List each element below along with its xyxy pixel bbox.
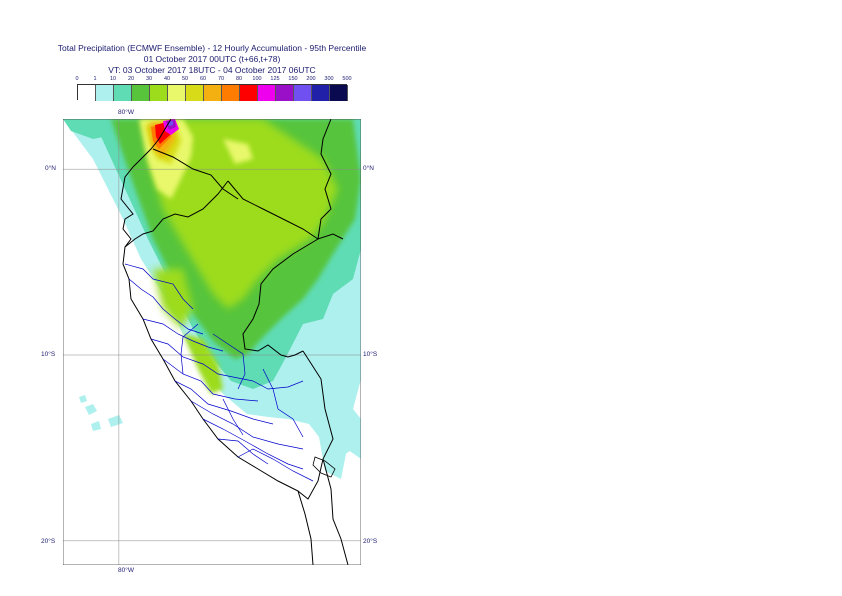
lat-label-10s-right: 10°S <box>363 351 378 358</box>
colorbar-swatch <box>186 85 204 101</box>
colorbar-tick-label: 80 <box>235 76 243 82</box>
colorbar-swatch <box>150 85 168 101</box>
colorbar-swatch <box>330 85 348 101</box>
colorbar-tick-label: 0 <box>75 76 79 82</box>
colorbar-tick-label: 50 <box>181 76 189 82</box>
colorbar-swatch <box>204 85 222 101</box>
colorbar-swatch <box>276 85 294 101</box>
colorbar-swatch <box>222 85 240 101</box>
chile-bolivia-border <box>322 458 349 565</box>
colorbar-tick-label: 20 <box>127 76 135 82</box>
colorbar-swatch <box>258 85 276 101</box>
colorbar-swatch <box>78 85 96 101</box>
colorbar <box>77 84 348 101</box>
lon-label-top: 80°W <box>118 109 134 116</box>
colorbar-swatch <box>168 85 186 101</box>
colombia-brazil-border <box>317 119 332 240</box>
colorbar-tick-label: 40 <box>163 76 171 82</box>
precipitation-map <box>63 119 361 565</box>
colorbar-swatch <box>132 85 150 101</box>
coastline <box>120 119 314 565</box>
colorbar-tick-label: 70 <box>217 76 225 82</box>
colombia-peru-border <box>227 180 344 240</box>
colombia-ecuador-border <box>152 148 239 200</box>
lon-label-bottom: 80°W <box>118 567 134 574</box>
colorbar-swatch <box>294 85 312 101</box>
lake-titicaca <box>312 456 336 478</box>
lat-label-20s-left: 20°S <box>41 538 56 545</box>
colorbar-swatch <box>240 85 258 101</box>
colorbar-swatch <box>96 85 114 101</box>
colorbar-swatch <box>312 85 330 101</box>
precip-fields <box>63 119 361 565</box>
regional-boundaries <box>124 263 314 482</box>
map-title: Total Precipitation (ECMWF Ensemble) - 1… <box>57 43 367 53</box>
base-time-label: 01 October 2017 00UTC (t+66,t+78) <box>143 54 281 64</box>
peru-brazil-border <box>242 238 319 358</box>
lat-label-10s-left: 10°S <box>41 351 56 358</box>
lat-label-20s-right: 20°S <box>363 538 378 545</box>
colorbar-tick-label: 30 <box>145 76 153 82</box>
lat-label-0n-right: 0°N <box>363 165 374 172</box>
colorbar-tick-label: 10 <box>109 76 117 82</box>
lat-label-0n-left: 0°N <box>45 165 56 172</box>
colorbar-tick-label: 100 <box>252 76 262 82</box>
colorbar-tick-label: 1 <box>93 76 97 82</box>
peru-bolivia-border <box>297 350 334 500</box>
coastline-and-borders <box>120 119 349 565</box>
valid-time-label: VT: 03 October 2017 18UTC - 04 October 2… <box>108 65 316 75</box>
colorbar-tick-label: 150 <box>288 76 298 82</box>
colorbar-tick-label: 300 <box>324 76 334 82</box>
precip-field-30-40 <box>143 119 338 309</box>
colorbar-tick-label: 60 <box>199 76 207 82</box>
colorbar-tick-label: 500 <box>342 76 352 82</box>
ecuador-peru-border <box>124 180 229 248</box>
colorbar-tick-label: 125 <box>270 76 280 82</box>
colorbar-swatch <box>114 85 132 101</box>
colorbar-tick-label: 200 <box>306 76 316 82</box>
